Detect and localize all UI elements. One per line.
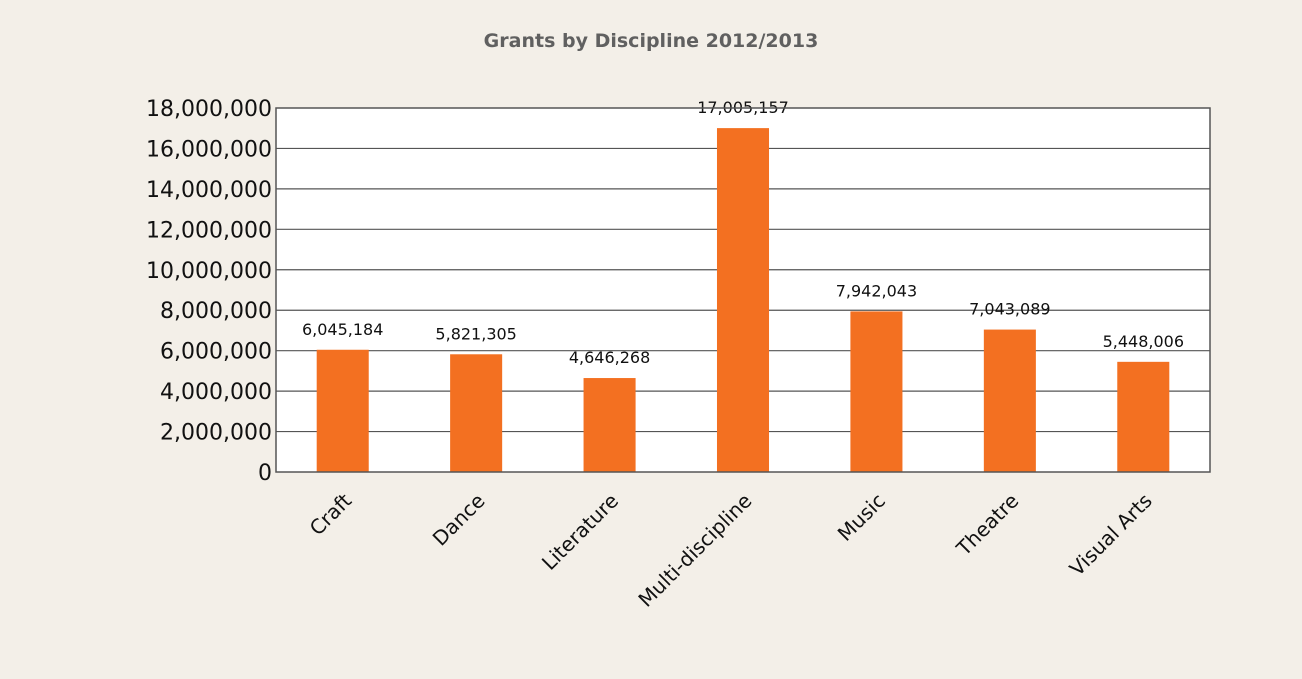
data-labels: 6,045,184 5,821,3054,646,26817,005,1577,9… <box>302 98 1184 367</box>
y-tick-label: 0 <box>258 461 272 486</box>
y-tick-label: 4,000,000 <box>160 380 272 405</box>
bar <box>583 378 636 472</box>
y-tick-label: 18,000,000 <box>146 97 272 122</box>
chart-title: Grants by Discipline 2012/2013 <box>484 30 819 52</box>
y-tick-label: 2,000,000 <box>160 421 272 446</box>
data-label: 7,942,043 <box>836 281 917 300</box>
y-tick-label: 16,000,000 <box>146 137 272 162</box>
y-axis-ticks: 0 2,000,000 4,000,000 6,000,000 8,000,000 10,… <box>146 97 272 486</box>
bar <box>716 128 770 473</box>
y-tick-label: 8,000,000 <box>160 299 272 324</box>
bar <box>850 311 903 472</box>
bar <box>450 354 503 472</box>
data-label: 5,821,305 <box>435 324 516 343</box>
data-label: 4,646,268 <box>569 348 650 367</box>
data-label: 7,043,089 <box>969 300 1050 319</box>
data-label: 6,045,184 <box>302 320 383 339</box>
y-tick-label: 6,000,000 <box>160 340 272 365</box>
data-label: 5,448,006 <box>1103 332 1184 351</box>
plot-border <box>275 107 1211 473</box>
bar <box>983 329 1036 472</box>
y-tick-label: 10,000,000 <box>146 259 272 284</box>
bar <box>1117 361 1170 472</box>
bar <box>316 349 369 472</box>
bars <box>316 128 1170 473</box>
y-tick-label: 12,000,000 <box>146 218 272 243</box>
y-tick-label: 14,000,000 <box>146 178 272 203</box>
